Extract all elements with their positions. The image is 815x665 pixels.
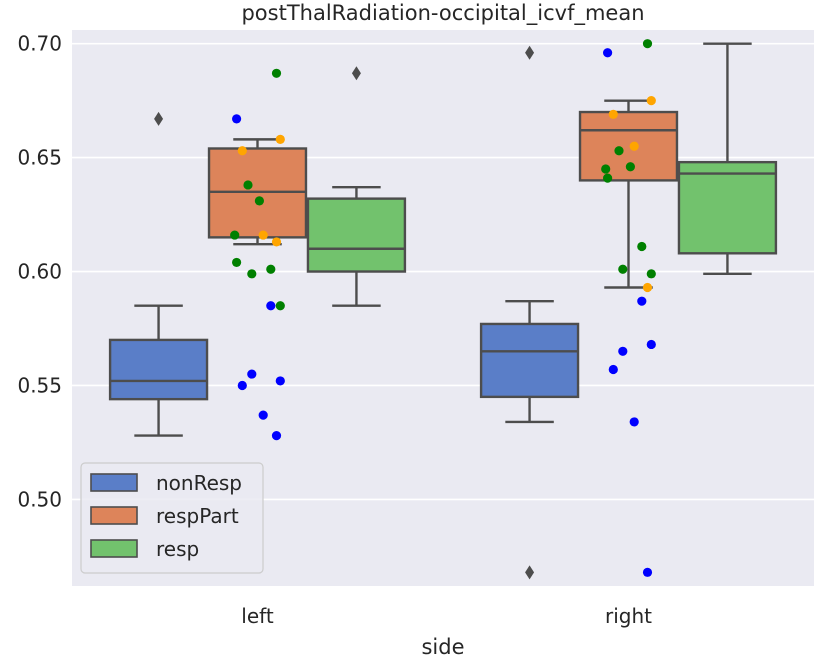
box-nonResp-right	[479, 45, 580, 580]
chart-title: postThalRadiation-occipital_icvf_mean	[241, 1, 644, 26]
data-point	[637, 241, 647, 252]
data-point	[629, 141, 639, 151]
legend-label: respPart	[156, 504, 239, 528]
box-respPart-left	[207, 138, 308, 246]
data-point	[646, 96, 656, 106]
data-point	[608, 364, 618, 375]
box-iqr	[108, 338, 209, 401]
legend-label: resp	[156, 537, 199, 561]
data-point	[266, 264, 276, 274]
box-nonResp-left	[108, 111, 209, 437]
legend-swatch	[90, 506, 138, 525]
data-point	[243, 180, 253, 190]
x-axis-label: side	[421, 635, 464, 659]
outlier-marker	[154, 111, 164, 126]
data-point	[271, 237, 282, 247]
outlier-marker	[525, 45, 535, 60]
y-tick-label: 0.55	[17, 373, 62, 397]
legend-item-nonResp: nonResp	[90, 471, 242, 495]
outlier-marker	[525, 565, 535, 580]
data-point	[254, 196, 264, 206]
legend-label: nonResp	[156, 471, 242, 495]
data-point	[230, 230, 240, 240]
data-point	[642, 282, 653, 293]
data-point	[258, 410, 268, 420]
x-tick-labels: left right	[241, 604, 652, 628]
box-resp-right	[677, 42, 778, 276]
strip-points	[230, 39, 656, 577]
data-point	[603, 173, 613, 183]
data-point	[642, 39, 653, 49]
data-point	[232, 114, 242, 124]
data-point	[237, 146, 247, 156]
data-point	[629, 417, 639, 427]
data-point	[625, 162, 636, 172]
data-point	[608, 109, 618, 119]
legend-item-respPart: respPart	[90, 504, 239, 528]
legend-swatch	[90, 539, 138, 558]
data-point	[275, 134, 285, 144]
data-point	[247, 269, 257, 279]
data-point	[247, 369, 257, 379]
data-point	[618, 264, 628, 274]
outlier-marker	[351, 66, 361, 81]
data-point	[275, 376, 285, 386]
data-point	[642, 567, 653, 577]
data-point	[601, 164, 611, 174]
y-tick-label: 0.50	[17, 487, 62, 511]
box-iqr	[479, 322, 580, 399]
data-point	[271, 68, 282, 78]
y-tick-label: 0.70	[17, 32, 62, 56]
data-point	[637, 296, 647, 306]
data-point	[603, 48, 613, 58]
data-point	[275, 301, 285, 311]
data-point	[237, 380, 247, 391]
data-point	[266, 301, 276, 311]
y-tick-label: 0.65	[17, 146, 62, 170]
data-point	[258, 230, 268, 240]
x-tick-label: right	[605, 604, 652, 628]
data-point	[618, 346, 628, 356]
x-tick-label: left	[241, 604, 274, 628]
legend-item-resp: resp	[90, 537, 199, 561]
data-point	[646, 269, 656, 279]
data-point	[614, 146, 624, 156]
y-tick-labels: 0.50 0.55 0.60 0.65 0.70	[17, 32, 62, 512]
legend: nonResp respPart resp	[80, 462, 264, 574]
box-iqr	[306, 197, 407, 273]
box-resp-left	[306, 66, 407, 307]
data-point	[232, 257, 242, 268]
legend-swatch	[90, 473, 138, 492]
y-tick-label: 0.60	[17, 260, 62, 284]
data-point	[271, 431, 282, 441]
data-point	[646, 339, 656, 350]
box-iqr	[677, 160, 778, 255]
